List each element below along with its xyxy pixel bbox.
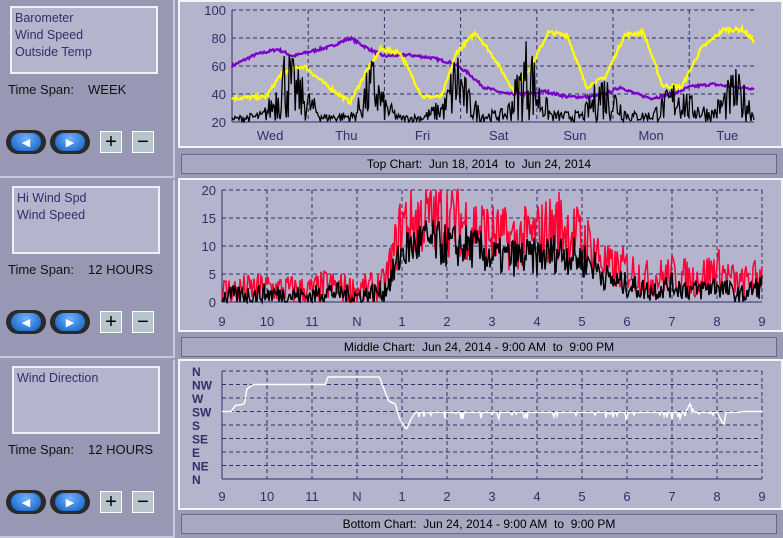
x-tick-label: 8 bbox=[713, 489, 720, 504]
x-tick-label: 8 bbox=[713, 314, 720, 329]
x-tick-label: 1 bbox=[398, 314, 405, 329]
y-tick-label: NW bbox=[192, 379, 213, 393]
time-span-value: WEEK bbox=[88, 82, 127, 97]
series-line-barometer bbox=[230, 35, 755, 101]
y-tick-label: 10 bbox=[202, 239, 216, 254]
next-button[interactable]: ▶ bbox=[50, 490, 90, 514]
list-item[interactable]: Wind Speed bbox=[17, 208, 86, 222]
series-line-wind-direction bbox=[222, 376, 762, 430]
y-tick-label: 20 bbox=[212, 115, 226, 130]
x-tick-label: Sat bbox=[489, 128, 509, 143]
x-tick-label: N bbox=[352, 314, 361, 329]
x-tick-label: Tue bbox=[716, 128, 738, 143]
x-tick-label: N bbox=[352, 489, 361, 504]
list-item[interactable]: Wind Direction bbox=[17, 371, 99, 385]
x-tick-label: 9 bbox=[758, 314, 765, 329]
previous-button[interactable]: ◀ bbox=[6, 490, 46, 514]
x-tick-label: 9 bbox=[758, 489, 765, 504]
next-button[interactable]: ▶ bbox=[50, 130, 90, 154]
y-tick-label: SE bbox=[192, 433, 208, 447]
y-tick-label: 5 bbox=[209, 267, 216, 282]
bottom-chart-caption: Bottom Chart: Jun 24, 2014 - 9:00 AM to … bbox=[181, 514, 777, 534]
arrow-right-icon: ▶ bbox=[55, 133, 85, 151]
x-tick-label: 5 bbox=[578, 314, 585, 329]
arrow-right-icon: ▶ bbox=[55, 313, 85, 331]
series-line-wind-speed bbox=[221, 220, 763, 305]
x-tick-label: 3 bbox=[488, 314, 495, 329]
list-item[interactable]: Wind Speed bbox=[15, 28, 84, 42]
x-tick-label: 10 bbox=[260, 489, 274, 504]
list-item[interactable]: Outside Temp bbox=[15, 45, 92, 59]
x-tick-label: 2 bbox=[443, 489, 450, 504]
y-tick-label: 15 bbox=[202, 211, 216, 226]
x-tick-label: 2 bbox=[443, 314, 450, 329]
series-list[interactable]: Barometer Wind Speed Outside Temp bbox=[10, 6, 158, 74]
x-tick-label: 7 bbox=[668, 489, 675, 504]
zoom-in-button[interactable]: + bbox=[100, 311, 122, 333]
x-tick-label: 9 bbox=[218, 314, 225, 329]
arrow-left-icon: ◀ bbox=[11, 133, 41, 151]
x-tick-label: 11 bbox=[305, 489, 319, 504]
middle-chart: 0 5 10 15 20 9 10 11 N 1 2 3 4 5 6 7 8 9 bbox=[178, 178, 783, 332]
y-tick-label: N bbox=[192, 365, 201, 379]
y-tick-label: E bbox=[192, 446, 200, 460]
arrow-left-icon: ◀ bbox=[11, 313, 41, 331]
list-item[interactable]: Barometer bbox=[15, 11, 74, 25]
previous-button[interactable]: ◀ bbox=[6, 310, 46, 334]
x-tick-label: 6 bbox=[623, 314, 630, 329]
x-tick-label: 10 bbox=[260, 314, 274, 329]
time-span-label: Time Span: bbox=[8, 82, 74, 97]
x-tick-label: Wed bbox=[257, 128, 284, 143]
next-button[interactable]: ▶ bbox=[50, 310, 90, 334]
x-tick-label: Thu bbox=[335, 128, 357, 143]
y-tick-label: SW bbox=[192, 406, 212, 420]
zoom-in-button[interactable]: + bbox=[100, 491, 122, 513]
x-tick-label: 9 bbox=[218, 489, 225, 504]
y-tick-label: 100 bbox=[204, 3, 226, 18]
x-tick-label: Sun bbox=[563, 128, 586, 143]
y-tick-label: 20 bbox=[202, 183, 216, 198]
x-tick-label: Fri bbox=[415, 128, 430, 143]
arrow-right-icon: ▶ bbox=[55, 493, 85, 511]
zoom-out-button[interactable]: − bbox=[132, 491, 154, 513]
x-tick-label: 7 bbox=[668, 314, 675, 329]
zoom-out-button[interactable]: − bbox=[132, 131, 154, 153]
x-tick-label: 6 bbox=[623, 489, 630, 504]
y-tick-label: 80 bbox=[212, 31, 226, 46]
y-tick-label: NE bbox=[192, 460, 209, 474]
series-line-wind-speed bbox=[231, 41, 755, 124]
middle-chart-caption: Middle Chart: Jun 24, 2014 - 9:00 AM to … bbox=[181, 337, 777, 357]
time-span-label: Time Span: bbox=[8, 262, 74, 277]
x-tick-label: 11 bbox=[305, 314, 319, 329]
x-tick-label: Mon bbox=[638, 128, 663, 143]
y-tick-label: N bbox=[192, 473, 201, 487]
arrow-left-icon: ◀ bbox=[11, 493, 41, 511]
bottom-chart-controls: Wind Direction Time Span: 12 HOURS ◀ ▶ + … bbox=[0, 360, 175, 538]
list-item[interactable]: Hi Wind Spd bbox=[17, 191, 87, 205]
x-tick-label: 4 bbox=[533, 314, 540, 329]
series-line-outside-temp bbox=[231, 23, 755, 106]
zoom-in-button[interactable]: + bbox=[100, 131, 122, 153]
x-tick-label: 4 bbox=[533, 489, 540, 504]
x-tick-label: 3 bbox=[488, 489, 495, 504]
y-tick-label: 0 bbox=[209, 295, 216, 310]
y-tick-label: W bbox=[192, 392, 204, 406]
time-span-value: 12 HOURS bbox=[88, 442, 154, 457]
time-span-value: 12 HOURS bbox=[88, 262, 154, 277]
time-span-label: Time Span: bbox=[8, 442, 74, 457]
y-tick-label: S bbox=[192, 419, 200, 433]
previous-button[interactable]: ◀ bbox=[6, 130, 46, 154]
y-tick-label: 60 bbox=[212, 59, 226, 74]
series-list[interactable]: Hi Wind Spd Wind Speed bbox=[12, 186, 160, 254]
middle-chart-controls: Hi Wind Spd Wind Speed Time Span: 12 HOUR… bbox=[0, 180, 175, 358]
top-chart-caption: Top Chart: Jun 18, 2014 to Jun 24, 2014 bbox=[181, 154, 777, 174]
zoom-out-button[interactable]: − bbox=[132, 311, 154, 333]
x-tick-label: 1 bbox=[398, 489, 405, 504]
top-chart-controls: Barometer Wind Speed Outside Temp Time S… bbox=[0, 0, 175, 178]
x-tick-label: 5 bbox=[578, 489, 585, 504]
bottom-chart: N NW W SW S SE E NE N 9 10 11 N 1 2 3 4 5 6 7 8 9 bbox=[178, 359, 783, 510]
series-list[interactable]: Wind Direction bbox=[12, 366, 160, 434]
top-chart: 20 40 60 80 100 Wed Thu Fri Sat Sun Mon Tue bbox=[178, 0, 783, 148]
y-tick-label: 40 bbox=[212, 87, 226, 102]
